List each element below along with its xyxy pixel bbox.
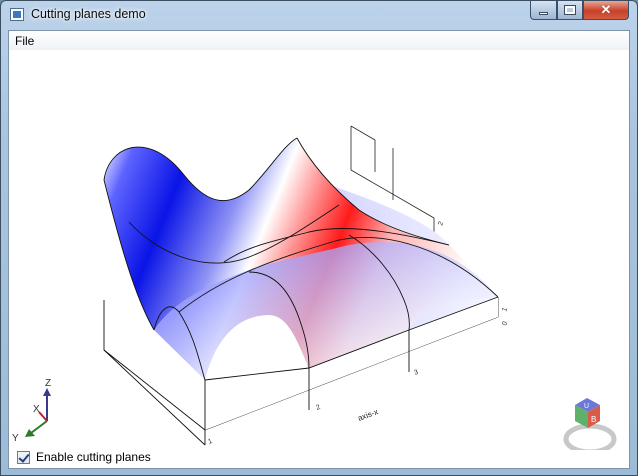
- view-cube-front-face: B: [591, 415, 596, 424]
- tick-label: 1: [207, 438, 213, 446]
- triad-y-label: Y: [12, 433, 19, 444]
- surface-grid-lines: [103, 137, 499, 446]
- minimize-button[interactable]: [530, 1, 557, 20]
- axes-triad: Z X Y: [12, 378, 51, 444]
- tick-label: 3: [413, 369, 419, 377]
- client-area: File: [8, 30, 630, 469]
- axis-x-tick-labels: 1 2 3: [207, 369, 419, 446]
- side-wall: [205, 297, 498, 430]
- axis-x-label: axis-x: [357, 407, 380, 423]
- menu-bar: File: [9, 31, 629, 50]
- tick-label: 0: [501, 321, 509, 327]
- app-icon[interactable]: [10, 8, 24, 21]
- menu-file[interactable]: File: [15, 34, 35, 48]
- maximize-icon: [564, 5, 576, 15]
- triad-x-label: X: [33, 404, 40, 415]
- tick-label: 2: [437, 221, 445, 227]
- surface-front-shade: [154, 242, 498, 380]
- cutting-planes-label[interactable]: Enable cutting planes: [36, 450, 151, 464]
- tick-label: 1: [501, 307, 509, 313]
- close-icon: ✕: [600, 2, 612, 17]
- maximize-button[interactable]: [557, 1, 583, 20]
- close-button[interactable]: ✕: [583, 1, 629, 20]
- triad-z-label: Z: [45, 378, 51, 389]
- surface-plot[interactable]: 1 2 3 axis-x 0 1 2 Z: [9, 50, 629, 455]
- window-title: Cutting planes demo: [31, 7, 146, 21]
- tick-label: 2: [315, 404, 321, 412]
- minimize-icon: [539, 11, 548, 15]
- cutting-planes-checkbox[interactable]: [17, 450, 30, 464]
- 3d-viewport[interactable]: 1 2 3 axis-x 0 1 2 Z: [9, 50, 629, 455]
- axis-y-tick-labels: 0 1 2: [437, 221, 509, 327]
- title-bar[interactable]: Cutting planes demo ✕: [1, 1, 637, 29]
- view-cube-top-face: U: [584, 403, 589, 410]
- cutting-planes-option[interactable]: Enable cutting planes: [17, 449, 151, 465]
- view-cube[interactable]: U B: [563, 398, 617, 455]
- front-wall: [104, 180, 205, 445]
